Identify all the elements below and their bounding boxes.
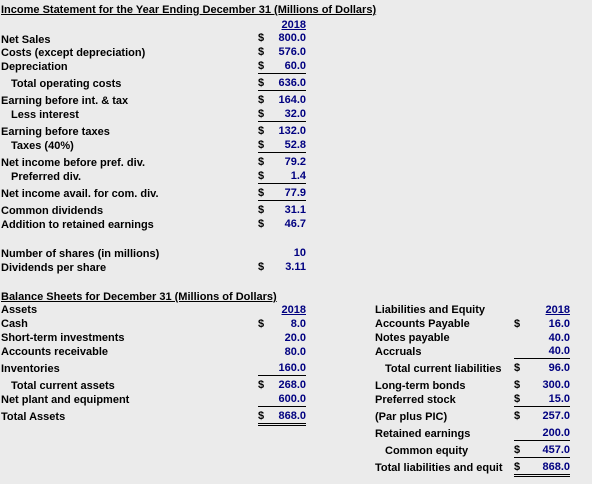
addition-retained-label: Addition to retained earnings <box>1 219 154 231</box>
total-assets-label: Total Assets <box>1 411 66 423</box>
accruals-label: Accruals <box>375 346 422 358</box>
preferred-stock-label: Preferred stock <box>375 394 456 406</box>
ebt-label: Earning before taxes <box>1 126 110 138</box>
retained-earnings-label: Retained earnings <box>375 428 471 440</box>
net-sales-value: $800.0 <box>258 32 306 44</box>
assets-header: Assets <box>1 304 38 316</box>
dps-value: $3.11 <box>258 261 306 273</box>
common-dividends-value: $31.1 <box>258 204 306 216</box>
long-term-bonds-value: $300.0 <box>514 379 570 391</box>
shares-label: Number of shares (in millions) <box>1 248 160 260</box>
par-plus-pic-label: (Par plus PIC) <box>375 411 448 423</box>
assets-year-header: 2018 <box>281 304 306 316</box>
ebt-value: $132.0 <box>258 125 306 137</box>
accounts-receivable-label: Accounts receivable <box>1 346 108 358</box>
less-interest-value: $32.0 <box>258 108 306 122</box>
long-term-bonds-label: Long-term bonds <box>375 380 466 392</box>
cash-value: $8.0 <box>258 318 306 330</box>
accounts-receivable-value: 80.0 <box>284 346 306 358</box>
net-sales-label: Net Sales <box>1 34 51 46</box>
short-term-investments-label: Short-term investments <box>1 332 125 344</box>
net-income-common-value: $77.9 <box>258 187 306 201</box>
retained-earnings-value: 200.0 <box>514 427 570 441</box>
less-interest-label: Less interest <box>11 109 79 121</box>
net-income-before-pref-value: $79.2 <box>258 156 306 168</box>
common-dividends-label: Common dividends <box>1 205 104 217</box>
ebit-label: Earning before int. & tax <box>1 95 129 107</box>
costs-label: Costs (except depreciation) <box>1 47 146 59</box>
par-plus-pic-value: $257.0 <box>514 410 570 422</box>
total-current-liabilities-label: Total current liabilities <box>385 363 502 375</box>
depreciation-label: Depreciation <box>1 61 68 73</box>
inventories-value: 160.0 <box>258 362 306 376</box>
liabilities-header: Liabilities and Equity <box>375 304 486 316</box>
total-current-assets-value: $268.0 <box>258 379 306 391</box>
total-operating-costs-label: Total operating costs <box>11 78 122 90</box>
total-liabilities-equity-label: Total liabilities and equit <box>375 462 503 474</box>
liabilities-year-header: 2018 <box>545 304 570 316</box>
preferred-div-label: Preferred div. <box>11 171 82 183</box>
accounts-payable-value: $16.0 <box>514 318 570 330</box>
notes-payable-value: 40.0 <box>548 332 570 344</box>
total-current-liabilities-value: $96.0 <box>514 362 570 374</box>
accruals-value: 40.0 <box>514 345 570 359</box>
taxes-value: $52.8 <box>258 139 306 153</box>
notes-payable-label: Notes payable <box>375 332 450 344</box>
taxes-label: Taxes (40%) <box>11 140 74 152</box>
preferred-div-value: $1.4 <box>258 170 306 184</box>
inventories-label: Inventories <box>1 363 60 375</box>
net-income-before-pref-label: Net income before pref. div. <box>1 157 146 169</box>
short-term-investments-value: 20.0 <box>284 332 306 344</box>
income-year-header: 2018 <box>281 19 306 31</box>
total-liabilities-equity-value: $868.0 <box>514 461 570 477</box>
net-plant-value: 600.0 <box>258 393 306 407</box>
net-income-common-label: Net income avail. for com. div. <box>1 188 159 200</box>
balance-sheet-title: Balance Sheets for December 31 (Millions… <box>1 291 277 303</box>
total-current-assets-label: Total current assets <box>11 380 115 392</box>
depreciation-value: $60.0 <box>258 60 306 74</box>
dps-label: Dividends per share <box>1 262 107 274</box>
shares-value: 10 <box>293 247 306 259</box>
total-assets-value: $868.0 <box>258 410 306 426</box>
ebit-value: $164.0 <box>258 94 306 106</box>
common-equity-value: $457.0 <box>514 444 570 458</box>
total-operating-costs-value: $636.0 <box>258 77 306 91</box>
common-equity-label: Common equity <box>385 445 469 457</box>
addition-retained-value: $46.7 <box>258 218 306 230</box>
net-plant-label: Net plant and equipment <box>1 394 130 406</box>
income-statement-title: Income Statement for the Year Ending Dec… <box>1 4 377 16</box>
costs-value: $576.0 <box>258 46 306 58</box>
cash-label: Cash <box>1 318 28 330</box>
accounts-payable-label: Accounts Payable <box>375 318 470 330</box>
preferred-stock-value: $15.0 <box>514 393 570 407</box>
